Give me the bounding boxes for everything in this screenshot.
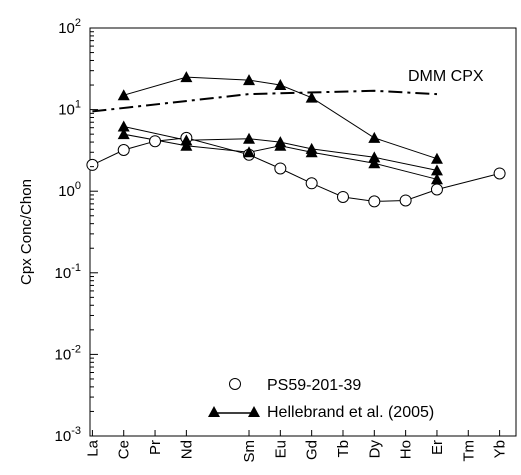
data-point — [399, 194, 412, 207]
data-point — [180, 71, 193, 83]
data-point — [368, 195, 381, 208]
data-point — [274, 162, 287, 175]
data-point — [305, 91, 318, 103]
data-point — [117, 120, 130, 132]
y-tick-label: 101 — [58, 99, 81, 119]
data-point — [117, 143, 130, 156]
data-point — [430, 152, 443, 164]
plot-frame — [89, 27, 517, 437]
legend-label: Hellebrand et al. (2005) — [267, 404, 434, 421]
data-point — [243, 132, 256, 144]
y-tick-label: 10-1 — [55, 262, 81, 282]
data-point — [368, 131, 381, 143]
x-tick-label: Dy — [366, 440, 383, 459]
data-point — [117, 89, 130, 101]
data-point — [368, 151, 381, 163]
x-axis: La Ce Pr Nd Sm Eu Gd Tb Dy Ho Er Tm Yb — [84, 430, 509, 463]
data-point — [493, 167, 506, 180]
series-markers — [86, 71, 506, 208]
data-point — [117, 128, 130, 140]
legend-label: PS59-201-39 — [267, 377, 361, 394]
y-tick-label: 100 — [58, 180, 81, 200]
data-point — [86, 158, 99, 171]
y-tick-label: 102 — [58, 17, 81, 37]
x-tick-label: Yb — [492, 440, 509, 458]
data-point — [243, 74, 256, 86]
x-tick-label: Gd — [304, 440, 321, 460]
data-point — [368, 157, 381, 169]
x-tick-label: Nd — [178, 440, 195, 459]
data-point — [430, 164, 443, 176]
data-point — [430, 173, 443, 185]
x-tick-label: Tb — [335, 440, 352, 458]
legend-marker — [248, 406, 260, 417]
legend: PS59-201-39 Hellebrand et al. (2005) — [208, 377, 434, 421]
y-axis: 10-3 10-2 10-1 100 101 102 — [55, 17, 98, 445]
dmm-cpx-label: DMM CPX — [408, 68, 484, 85]
x-tick-label: Pr — [147, 440, 164, 455]
data-point — [243, 146, 256, 158]
x-tick-label: Sm — [241, 440, 258, 463]
legend-marker — [229, 378, 241, 390]
x-tick-label: Ho — [398, 440, 415, 459]
x-tick-label: Er — [429, 440, 446, 455]
data-point — [274, 79, 287, 91]
data-point — [430, 183, 443, 196]
legend-marker — [208, 406, 220, 417]
data-point — [305, 146, 318, 158]
series-line-4 — [92, 89, 438, 113]
y-tick-label: 10-2 — [55, 343, 81, 363]
data-point — [180, 139, 193, 151]
x-tick-label: La — [84, 439, 101, 456]
x-tick-label: Tm — [460, 440, 477, 462]
x-tick-label: Ce — [116, 440, 133, 459]
data-point — [149, 135, 162, 148]
data-point — [305, 177, 318, 190]
data-point — [274, 139, 287, 151]
y-axis-label: Cpx Conc/Chon — [18, 179, 35, 285]
y-tick-label: 10-3 — [55, 425, 81, 445]
x-tick-label: Eu — [272, 440, 289, 458]
data-point — [336, 190, 349, 203]
